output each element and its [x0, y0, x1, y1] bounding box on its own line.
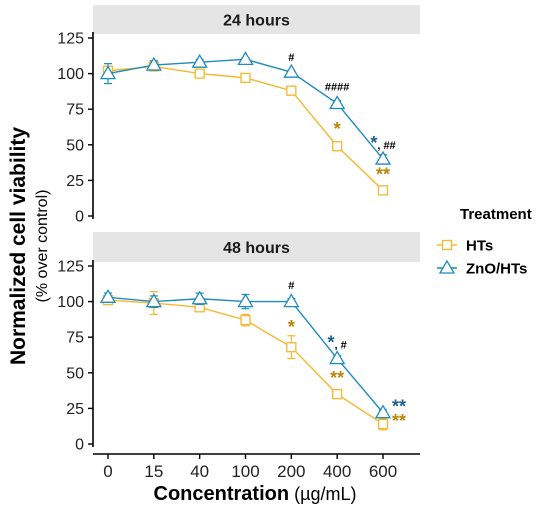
data-point	[377, 418, 389, 430]
series-zno-hts	[99, 51, 392, 165]
significance-text: **	[392, 397, 406, 417]
data-point	[329, 350, 346, 365]
y-axis-title: Normalized cell viability	[7, 127, 30, 365]
data-point	[240, 314, 251, 326]
legend-title: Treatment	[460, 206, 532, 223]
x-tick-label: 200	[277, 462, 305, 481]
data-point	[240, 72, 251, 84]
significance-marker: #	[288, 280, 294, 292]
legend: Treatment HTs ZnO/HTs	[437, 206, 532, 278]
significance-text: *	[288, 317, 295, 337]
significance-text: **	[330, 368, 344, 388]
y-axis-subtitle: (% over control)	[34, 190, 51, 303]
data-point	[374, 150, 392, 165]
data-point	[191, 53, 208, 68]
significance-text: **	[376, 164, 390, 184]
significance-marker: **	[392, 411, 406, 431]
facet-title: 24 hours	[223, 13, 290, 30]
series-hts	[102, 291, 389, 431]
x-tick-label: 15	[144, 462, 163, 481]
y-tick-label: 25	[66, 401, 84, 418]
legend-item: ZnO/HTs	[437, 259, 527, 278]
data-point	[99, 289, 117, 303]
data-point	[99, 65, 117, 80]
data-point	[332, 389, 343, 400]
y-tick-label: 125	[57, 259, 84, 276]
x-axis-title: Concentration (µg/mL)	[154, 483, 357, 505]
y-tick-label: 0	[75, 209, 84, 226]
significance-marker: *, #	[328, 333, 347, 353]
x-tick-label: 40	[190, 462, 209, 481]
x-tick-label: 100	[231, 462, 259, 481]
data-point	[286, 85, 297, 96]
y-tick-label: 75	[66, 102, 84, 119]
significance-marker: **	[392, 397, 406, 417]
x-tick-label: 400	[323, 462, 351, 481]
data-point	[377, 185, 389, 196]
y-tick-label: 25	[66, 173, 84, 190]
series-zno-hts	[99, 289, 392, 419]
significance-text: *	[334, 119, 341, 139]
significance-text: *	[370, 133, 377, 153]
legend-key-square-icon	[441, 239, 453, 251]
legend-item: HTs	[437, 238, 493, 255]
significance-marker: *, ##	[370, 133, 395, 153]
significance-marker: *	[334, 119, 341, 139]
data-point	[145, 293, 162, 308]
significance-text: ####	[325, 82, 349, 94]
data-point	[237, 51, 254, 66]
y-tick-label: 100	[57, 66, 84, 83]
axes: 0 15 40 100 200 400 600 Concentration (µg/mL) Nor…	[7, 127, 420, 505]
data-point	[194, 68, 205, 79]
y-tick-label: 50	[66, 137, 84, 154]
y-tick-label: 50	[66, 365, 84, 382]
y-tick-label: 0	[75, 437, 84, 454]
legend-label: ZnO/HTs	[466, 261, 527, 278]
significance-text: #	[288, 52, 294, 64]
y-tick-label: 125	[57, 31, 84, 48]
data-point	[286, 342, 297, 353]
significance-text: , #	[335, 340, 347, 352]
y-tick-label: 75	[66, 330, 84, 347]
facet-strip	[93, 232, 420, 262]
significance-text: *	[328, 333, 335, 353]
data-point	[145, 56, 162, 71]
significance-marker: #	[288, 52, 294, 64]
legend-label: HTs	[466, 238, 493, 255]
significance-marker: *	[288, 317, 295, 337]
x-tick-label: 0	[103, 462, 112, 481]
significance-text: **	[392, 411, 406, 431]
data-point	[332, 141, 343, 152]
x-tick-label: 600	[369, 462, 397, 481]
significance-marker: **	[376, 164, 390, 184]
significance-marker: ####	[325, 82, 349, 94]
data-point	[374, 404, 392, 419]
x-axis-title-unit: (µg/mL)	[294, 484, 356, 504]
legend-key-triangle-icon	[438, 259, 456, 274]
data-point	[283, 293, 300, 308]
y-tick-label: 100	[57, 294, 84, 311]
data-point	[283, 63, 300, 78]
facet-title: 48 hours	[223, 240, 290, 257]
data-point	[237, 293, 254, 308]
significance-text: #	[288, 280, 294, 292]
data-point	[191, 290, 208, 305]
facet-strip	[93, 5, 420, 34]
data-point	[329, 95, 346, 110]
significance-text: , ##	[377, 140, 395, 152]
significance-marker: **	[330, 368, 344, 388]
x-axis-title-main: Concentration	[154, 483, 290, 505]
